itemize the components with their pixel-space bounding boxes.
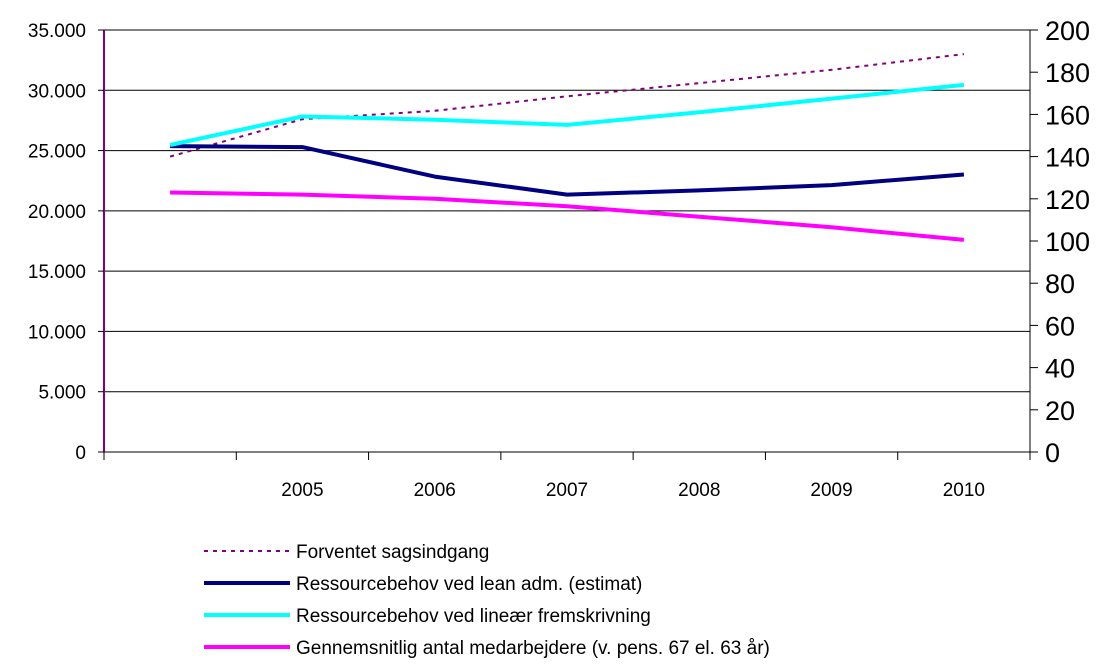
right-axis-tick-label: 120 [1045, 185, 1090, 215]
series-line-3 [169, 82, 965, 147]
series-line-2 [170, 144, 965, 197]
legend-label-3: Ressourcebehov ved lineær fremskrivning [296, 606, 651, 627]
right-axis-tick-label: 60 [1045, 311, 1075, 341]
right-axis-tick-label: 80 [1045, 269, 1075, 299]
x-axis-tick-label: 2008 [678, 480, 720, 501]
left-axis-tick-label: 10.000 [28, 322, 86, 343]
right-axis-tick-label: 0 [1045, 438, 1060, 468]
left-axis-tick-label: 25.000 [28, 142, 86, 163]
x-axis-tick-label: 2007 [546, 480, 588, 501]
left-axis-tick-label: 30.000 [28, 81, 86, 102]
right-axis-tick-label: 100 [1045, 227, 1090, 257]
right-axis-tick-label: 20 [1045, 396, 1075, 426]
right-axis-tick-label: 40 [1045, 354, 1075, 384]
right-axis-tick-label: 140 [1045, 143, 1090, 173]
x-axis-tick-label: 2006 [414, 480, 456, 501]
x-axis-tick-label: 2010 [943, 480, 985, 501]
series-line-4 [170, 190, 965, 242]
x-axis-tick-label: 2009 [810, 480, 852, 501]
left-axis-tick-label: 20.000 [28, 202, 86, 223]
legend-label-4: Gennemsnitlig antal medarbejdere (v. pen… [296, 638, 770, 659]
right-axis-tick-label: 180 [1045, 58, 1090, 88]
series-line-1 [169, 53, 965, 158]
legend-label-1: Forventet sagsindgang [296, 542, 489, 563]
left-axis-tick-label: 35.000 [28, 21, 86, 42]
left-axis-tick-label: 15.000 [28, 262, 86, 283]
left-axis-tick-label: 0 [75, 443, 86, 464]
left-axis-tick-label: 5.000 [38, 383, 86, 404]
x-axis-tick-label: 2005 [281, 480, 323, 501]
right-axis-tick-label: 200 [1045, 16, 1090, 46]
right-axis-tick-label: 160 [1045, 100, 1090, 130]
legend-label-2: Ressourcebehov ved lean adm. (estimat) [296, 574, 642, 595]
